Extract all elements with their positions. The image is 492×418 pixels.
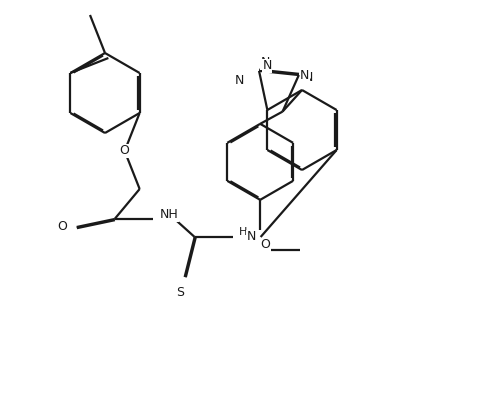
Text: O: O (120, 145, 129, 158)
Text: N: N (247, 230, 256, 244)
Text: N: N (260, 56, 270, 69)
Text: NH: NH (159, 209, 178, 222)
Text: H: H (239, 227, 247, 237)
Text: N: N (300, 69, 309, 82)
Text: N: N (262, 59, 272, 72)
Text: O: O (58, 221, 67, 234)
Text: N: N (304, 71, 313, 84)
Text: N: N (234, 74, 244, 87)
Text: S: S (176, 286, 184, 300)
Text: O: O (260, 238, 270, 251)
